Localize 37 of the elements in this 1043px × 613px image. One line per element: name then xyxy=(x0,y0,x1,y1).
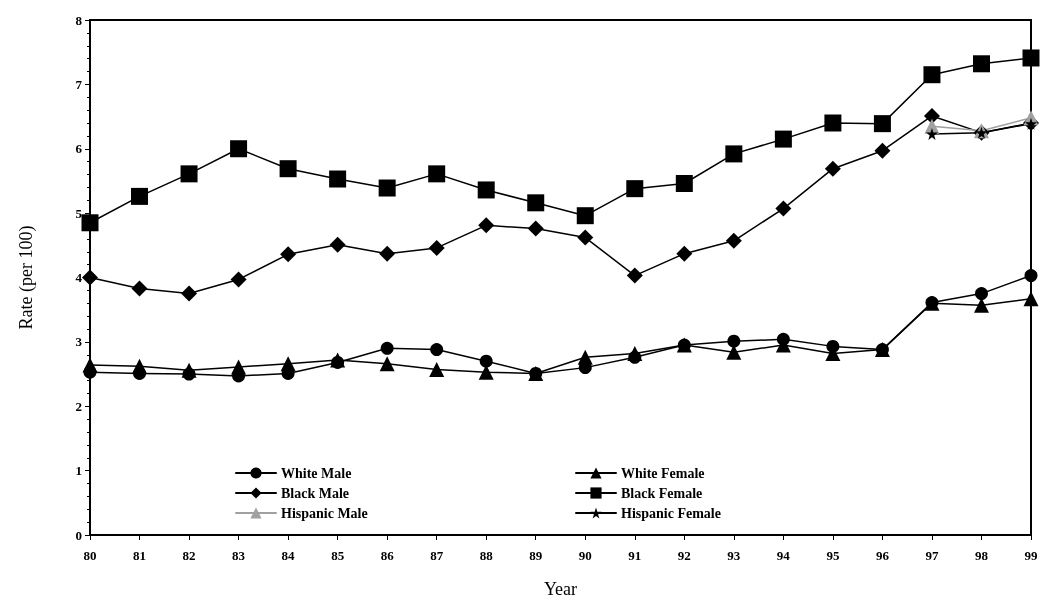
x-tick-label: 87 xyxy=(430,548,444,563)
legend-label: Black Male xyxy=(281,485,350,501)
x-tick-label: 93 xyxy=(727,548,741,563)
x-tick-label: 98 xyxy=(974,548,989,563)
x-tick-label: 82 xyxy=(182,548,196,563)
x-tick-label: 95 xyxy=(826,548,840,563)
x-tick-label: 85 xyxy=(331,548,345,563)
y-tick-label: 1 xyxy=(75,463,82,479)
x-tick-label: 88 xyxy=(479,548,494,563)
legend-label: Hispanic Male xyxy=(281,505,368,521)
x-axis-title: Year xyxy=(543,579,578,599)
y-axis-title: Rate (per 100) xyxy=(16,225,37,330)
y-tick-label: 6 xyxy=(75,141,83,157)
y-tick-label: 5 xyxy=(75,205,83,221)
y-tick-label: 3 xyxy=(75,334,83,350)
legend-label: White Female xyxy=(621,465,705,481)
x-tick-label: 90 xyxy=(578,548,592,563)
x-tick-label: 83 xyxy=(232,548,246,563)
legend-label: White Male xyxy=(281,465,352,481)
y-tick-label: 0 xyxy=(75,527,82,543)
x-tick-label: 91 xyxy=(628,548,642,563)
x-tick-label: 92 xyxy=(677,548,691,563)
x-tick-label: 84 xyxy=(281,548,296,563)
y-tick-label: 2 xyxy=(75,398,82,414)
x-tick-label: 89 xyxy=(529,548,543,563)
x-tick-label: 81 xyxy=(133,548,147,563)
x-tick-label: 86 xyxy=(380,548,395,563)
x-tick-label: 99 xyxy=(1024,548,1038,563)
x-tick-label: 96 xyxy=(875,548,890,563)
legend-label: Black Female xyxy=(621,485,703,501)
y-tick-label: 4 xyxy=(75,270,83,285)
x-tick-label: 94 xyxy=(776,548,791,563)
y-tick-label: 8 xyxy=(75,12,83,28)
legend-label: Hispanic Female xyxy=(621,505,721,521)
y-tick-label: 7 xyxy=(75,76,83,92)
x-tick-label: 80 xyxy=(83,548,97,563)
x-tick-label: 97 xyxy=(925,548,939,563)
